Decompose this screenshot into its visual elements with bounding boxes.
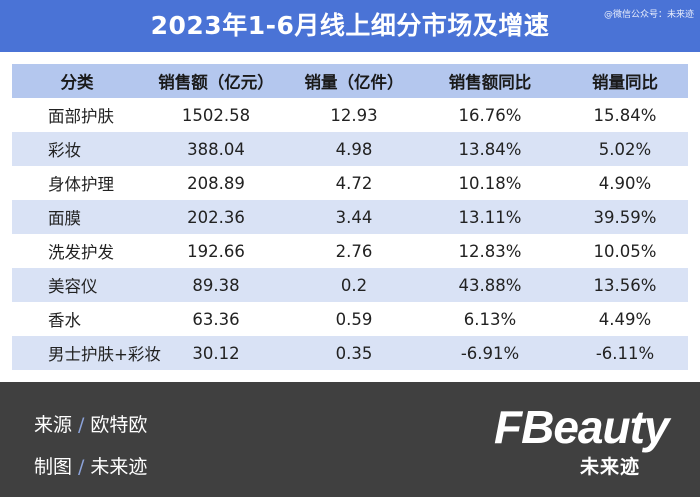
cell-volume-yoy: 5.02%	[562, 132, 688, 166]
cell-volume: 4.98	[290, 132, 418, 166]
cell-sales: 208.89	[142, 166, 290, 200]
cell-volume-yoy: 4.49%	[562, 302, 688, 336]
source-value: 欧特欧	[90, 414, 148, 436]
col-header-sales-yoy: 销售额同比	[418, 64, 562, 98]
cell-sales-yoy: 10.18%	[418, 166, 562, 200]
separator-slash: /	[78, 456, 85, 478]
table-area: FBeauty FBeauty FBeauty FBeauty 分类 销售额（亿…	[0, 52, 700, 382]
cell-sales: 1502.58	[142, 98, 290, 132]
cell-volume-yoy: 39.59%	[562, 200, 688, 234]
cell-volume-yoy: 13.56%	[562, 268, 688, 302]
cell-category: 香水	[12, 302, 142, 336]
cell-volume: 12.93	[290, 98, 418, 132]
cell-category: 男士护肤+彩妆	[12, 336, 161, 370]
cell-volume: 0.59	[290, 302, 418, 336]
cell-category: 面部护肤	[12, 98, 142, 132]
maker-value: 未来迹	[90, 456, 148, 478]
cell-sales: 192.66	[142, 234, 290, 268]
cell-sales-yoy: -6.91%	[418, 336, 562, 370]
col-header-volume: 销量（亿件）	[290, 64, 418, 98]
table-row: 面部护肤 1502.58 12.93 16.76% 15.84%	[12, 98, 688, 132]
cell-category: 彩妆	[12, 132, 142, 166]
cell-sales: 89.38	[142, 268, 290, 302]
cell-sales-yoy: 43.88%	[418, 268, 562, 302]
cell-sales-yoy: 13.11%	[418, 200, 562, 234]
source-line: 来源 / 欧特欧	[34, 410, 147, 437]
cell-volume: 2.76	[290, 234, 418, 268]
cell-category: 美容仪	[12, 268, 142, 302]
maker-line: 制图 / 未来迹	[34, 452, 147, 479]
cell-sales-yoy: 13.84%	[418, 132, 562, 166]
cell-sales-yoy: 12.83%	[418, 234, 562, 268]
cell-volume-yoy: 15.84%	[562, 98, 688, 132]
cell-volume: 0.35	[290, 336, 418, 370]
table-row: 彩妆 388.04 4.98 13.84% 5.02%	[12, 132, 688, 166]
table-row: 洗发护发 192.66 2.76 12.83% 10.05%	[12, 234, 688, 268]
cell-category: 洗发护发	[12, 234, 142, 268]
cell-sales-yoy: 16.76%	[418, 98, 562, 132]
cell-category: 身体护理	[12, 166, 142, 200]
cell-volume: 3.44	[290, 200, 418, 234]
table-row: 面膜 202.36 3.44 13.11% 39.59%	[12, 200, 688, 234]
table-row: 身体护理 208.89 4.72 10.18% 4.90%	[12, 166, 688, 200]
cell-sales: 388.04	[142, 132, 290, 166]
fbeauty-logo-subtitle: 未来迹	[580, 456, 641, 478]
col-header-sales: 销售额（亿元）	[142, 64, 290, 98]
fbeauty-logo: FBeauty	[494, 401, 669, 453]
cell-volume-yoy: 4.90%	[562, 166, 688, 200]
col-header-category: 分类	[12, 64, 142, 98]
separator-slash: /	[78, 414, 85, 436]
page-title: 2023年1-6月线上细分市场及增速	[150, 11, 550, 40]
source-label: 来源	[34, 414, 73, 436]
cell-sales: 202.36	[142, 200, 290, 234]
table-row: 男士护肤+彩妆 30.12 0.35 -6.91% -6.11%	[12, 336, 688, 370]
cell-sales-yoy: 6.13%	[418, 302, 562, 336]
data-table: 分类 销售额（亿元） 销量（亿件） 销售额同比 销量同比 面部护肤 1502.5…	[12, 64, 688, 370]
cell-volume-yoy: -6.11%	[562, 336, 688, 370]
cell-volume: 0.2	[290, 268, 418, 302]
cell-category: 面膜	[12, 200, 142, 234]
col-header-volume-yoy: 销量同比	[562, 64, 688, 98]
cell-volume-yoy: 10.05%	[562, 234, 688, 268]
weixin-tag: @微信公众号：未来迹	[603, 10, 694, 20]
maker-label: 制图	[34, 456, 73, 478]
cell-sales: 30.12	[142, 336, 290, 370]
table-header-row: 分类 销售额（亿元） 销量（亿件） 销售额同比 销量同比	[12, 64, 688, 98]
title-bar: 2023年1-6月线上细分市场及增速 @微信公众号：未来迹	[0, 0, 700, 52]
table-row: 香水 63.36 0.59 6.13% 4.49%	[12, 302, 688, 336]
cell-volume: 4.72	[290, 166, 418, 200]
table-row: 美容仪 89.38 0.2 43.88% 13.56%	[12, 268, 688, 302]
footer: 来源 / 欧特欧 制图 / 未来迹 FBeauty 未来迹	[0, 382, 700, 497]
cell-sales: 63.36	[142, 302, 290, 336]
